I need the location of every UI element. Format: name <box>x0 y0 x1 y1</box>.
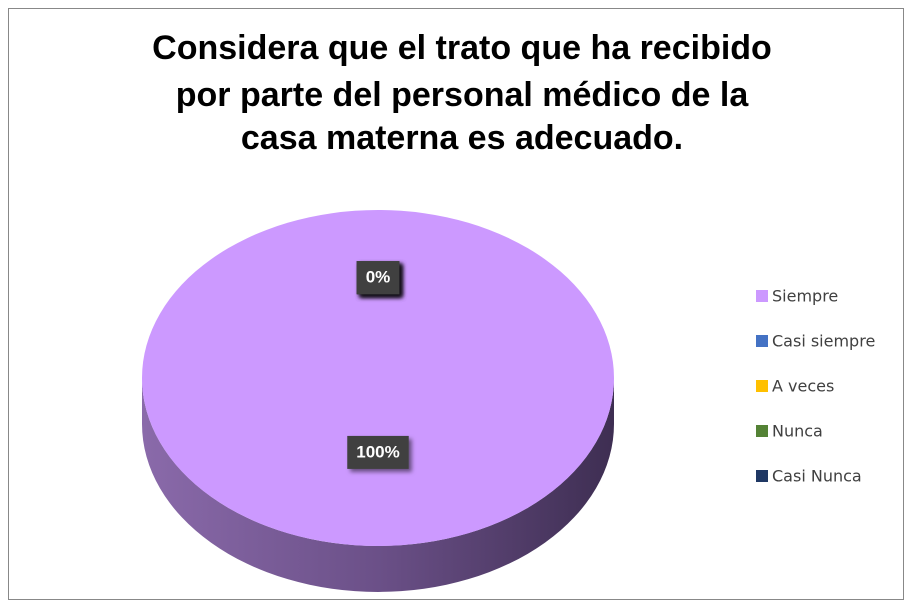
legend-swatch <box>756 380 768 392</box>
data-label: 0% <box>356 261 400 295</box>
data-label-text: 100% <box>356 442 399 461</box>
chart-title-line: casa materna es adecuado. <box>241 119 683 157</box>
data-label: 100% <box>347 435 409 469</box>
legend-label: Siempre <box>772 287 838 306</box>
legend-label: A veces <box>772 377 834 396</box>
legend-swatch <box>756 470 768 482</box>
legend-label: Casi siempre <box>772 332 875 351</box>
pie-side <box>142 378 614 592</box>
legend-label: Casi Nunca <box>772 467 862 486</box>
data-label-box <box>356 261 400 295</box>
data-label-text: 0% <box>366 268 391 287</box>
legend-swatch <box>756 335 768 347</box>
legend: Siempre Casi siempre A veces Nunca Casi Nunc… <box>756 287 875 486</box>
data-labels: 100%0%0%0%0% <box>347 261 409 469</box>
legend-label: Nunca <box>772 422 823 441</box>
legend-swatch <box>756 290 768 302</box>
legend-swatch <box>756 425 768 437</box>
pie <box>142 210 614 592</box>
chart-title-line: por parte del personal médico de la <box>176 76 750 114</box>
data-label-box <box>347 435 409 469</box>
pie-slice <box>142 210 614 546</box>
chart-title-line: Considera que el trato que ha recibido <box>152 29 772 67</box>
